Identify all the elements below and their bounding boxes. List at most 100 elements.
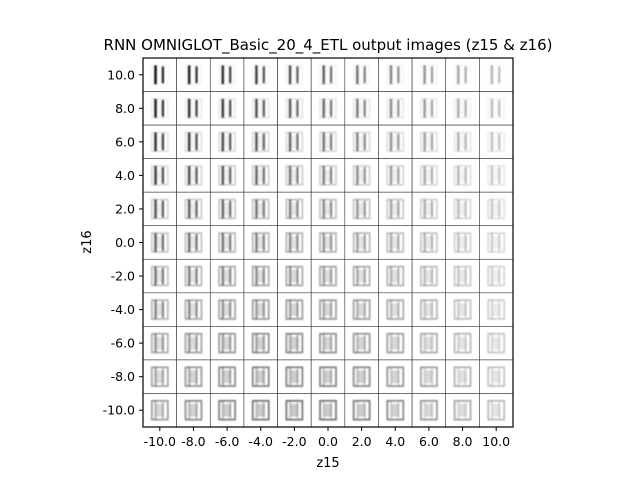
glyph-image xyxy=(251,400,270,421)
output-image-cell xyxy=(176,393,211,428)
glyph-image xyxy=(184,366,203,387)
glyph-image xyxy=(487,299,505,320)
output-image-cell xyxy=(209,359,245,394)
glyph-image xyxy=(487,265,505,287)
glyph-image xyxy=(151,332,169,354)
output-image-cell xyxy=(209,191,245,227)
glyph-image xyxy=(319,332,337,354)
glyph-image xyxy=(251,366,270,387)
glyph-image xyxy=(420,131,438,153)
y-tick-label: 4.0 xyxy=(115,168,135,183)
glyph-image xyxy=(386,232,405,253)
output-image-cell xyxy=(142,393,177,428)
glyph-image xyxy=(487,165,505,186)
output-image-cell xyxy=(479,359,514,394)
output-image-cell xyxy=(277,359,312,394)
glyph-image xyxy=(251,232,270,253)
output-image-cell xyxy=(344,292,379,327)
output-image-cell xyxy=(445,258,480,294)
output-image-cell xyxy=(445,124,480,159)
glyph-image xyxy=(285,64,304,85)
x-tick-label: -6.0 xyxy=(215,434,239,449)
glyph-image xyxy=(453,98,472,119)
glyph-image xyxy=(184,232,203,253)
glyph-image xyxy=(151,165,169,186)
output-image-cell xyxy=(142,359,177,394)
y-tick-label: 2.0 xyxy=(115,201,135,216)
output-image-cell xyxy=(277,124,312,159)
glyph-image xyxy=(457,65,467,85)
output-image-cell xyxy=(445,393,480,428)
glyph-image xyxy=(319,299,337,320)
output-image-cell xyxy=(243,158,278,193)
output-image-cell xyxy=(344,225,379,260)
x-tick-label: 10.0 xyxy=(482,434,510,449)
glyph-image xyxy=(420,299,438,320)
output-image-cell xyxy=(378,57,413,92)
output-image-cell xyxy=(243,258,278,294)
output-image-cell xyxy=(176,326,211,361)
glyph-image xyxy=(151,131,169,153)
output-image-cell xyxy=(209,326,245,361)
output-image-cell xyxy=(479,124,514,159)
glyph-image xyxy=(420,98,438,119)
glyph-image xyxy=(352,131,371,153)
output-image-cell xyxy=(243,359,278,394)
output-image-cell xyxy=(310,57,346,92)
output-image-cell xyxy=(209,292,245,327)
glyph-image xyxy=(251,299,270,320)
output-image-cell xyxy=(142,258,177,294)
glyph-image xyxy=(420,400,438,421)
output-image-cell xyxy=(378,359,413,394)
glyph-image xyxy=(251,198,270,220)
output-image-cell xyxy=(411,258,447,294)
output-image-cell xyxy=(411,326,447,361)
output-image-cell xyxy=(445,225,480,260)
glyph-image xyxy=(184,198,203,220)
output-image-cell xyxy=(411,359,447,394)
output-image-cell xyxy=(142,326,177,361)
output-image-cell xyxy=(277,225,312,260)
glyph-image xyxy=(319,400,337,421)
glyph-image xyxy=(151,366,169,387)
output-image-cell xyxy=(479,326,514,361)
glyph-image xyxy=(420,165,438,186)
output-image-cell xyxy=(310,258,346,294)
x-tick-label: 4.0 xyxy=(385,434,405,449)
x-tick-label: 0.0 xyxy=(318,434,338,449)
glyph-image xyxy=(218,265,236,287)
glyph-image xyxy=(218,165,236,186)
glyph-image xyxy=(218,131,236,153)
output-image-cell xyxy=(176,359,211,394)
output-image-cell xyxy=(142,292,177,327)
glyph-image xyxy=(453,165,472,186)
y-tick-label: 0.0 xyxy=(115,235,135,250)
glyph-image xyxy=(184,299,203,320)
image-grid xyxy=(142,57,514,428)
output-image-cell xyxy=(142,225,177,260)
output-image-cell xyxy=(243,225,278,260)
output-image-cell xyxy=(411,292,447,327)
output-image-cell xyxy=(310,191,346,227)
output-image-cell xyxy=(176,57,211,92)
output-image-cell xyxy=(479,225,514,260)
output-image-cell xyxy=(378,191,413,227)
output-image-cell xyxy=(176,225,211,260)
glyph-image xyxy=(151,232,169,253)
glyph-image xyxy=(184,64,203,85)
glyph-image xyxy=(319,131,337,153)
glyph-image xyxy=(386,98,405,119)
output-image-cell xyxy=(378,124,413,159)
glyph-image xyxy=(352,64,371,85)
glyph-image xyxy=(285,131,304,153)
output-image-cell xyxy=(277,191,312,227)
glyph-image xyxy=(285,366,304,387)
output-image-cell xyxy=(243,292,278,327)
output-image-cell xyxy=(378,258,413,294)
glyph-image xyxy=(487,232,505,253)
glyph-image xyxy=(420,198,438,220)
x-axis-label: z15 xyxy=(316,456,339,471)
output-image-cell xyxy=(310,326,346,361)
y-tick-label: -2.0 xyxy=(111,269,135,284)
output-image-cell xyxy=(411,191,447,227)
